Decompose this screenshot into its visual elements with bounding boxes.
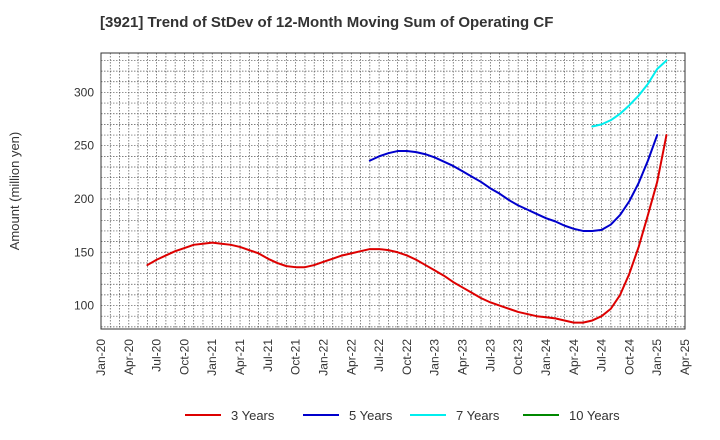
legend-item-10-years: 10 Years <box>523 404 620 426</box>
x-tick-label: Apr-24 <box>567 339 581 375</box>
x-tick-label: Jan-22 <box>316 339 330 376</box>
series-line-5-years <box>368 134 659 232</box>
y-tick-label: 300 <box>74 85 94 99</box>
legend-swatch <box>410 414 446 416</box>
x-tick-label: Apr-22 <box>344 339 358 375</box>
x-tick-label: Jan-21 <box>205 339 219 376</box>
legend-label: 3 Years <box>231 407 275 423</box>
x-tick-label: Jul-23 <box>483 339 497 372</box>
x-tick-label: Jul-21 <box>261 339 275 372</box>
x-tick-label: Jan-23 <box>428 339 442 376</box>
grid-lines <box>101 53 685 329</box>
plot-background <box>101 53 685 329</box>
x-tick-label: Apr-25 <box>678 339 692 375</box>
y-tick-label: 200 <box>74 192 94 206</box>
x-tick-label: Oct-24 <box>622 339 636 375</box>
x-tick-label: Jul-22 <box>372 339 386 372</box>
x-tick-label: Jul-24 <box>595 339 609 372</box>
series-line-3-years <box>146 134 668 324</box>
x-tick-label: Oct-20 <box>177 339 191 375</box>
legend-item-5-years: 5 Years <box>303 404 392 426</box>
series-line-7-years <box>591 59 668 128</box>
x-tick-label: Jan-25 <box>650 339 664 376</box>
chart-title: [3921] Trend of StDev of 12-Month Moving… <box>100 14 554 31</box>
series-lines <box>146 59 668 324</box>
x-tick-label: Apr-20 <box>122 339 136 375</box>
legend-swatch <box>185 414 221 416</box>
x-tick-label: Jan-20 <box>94 339 108 376</box>
x-tick-label: Apr-21 <box>233 339 247 375</box>
y-tick-label: 250 <box>74 139 94 153</box>
legend-label: 7 Years <box>456 407 500 423</box>
y-tick-label: 100 <box>74 299 94 313</box>
legend-swatch <box>303 414 339 416</box>
y-axis-title: Amount (million yen) <box>7 132 22 251</box>
legend-label: 10 Years <box>569 407 620 423</box>
x-tick-label: Jul-20 <box>150 339 164 372</box>
y-tick-label: 150 <box>74 245 94 259</box>
legend-label: 5 Years <box>349 407 393 423</box>
tick-labels: Jan-20 Apr-20 Jul-20 Oct-20 Jan-21 Apr-21 Jul-… <box>74 85 692 375</box>
x-tick-label: Oct-22 <box>400 339 414 375</box>
plot-border <box>100 52 686 330</box>
x-tick-label: Oct-21 <box>289 339 303 375</box>
x-tick-label: Jan-24 <box>539 339 553 376</box>
legend: 3 Years 5 Years 7 Years 10 Years <box>0 404 720 426</box>
x-tick-label: Oct-23 <box>511 339 525 375</box>
legend-item-3-years: 3 Years <box>185 404 274 426</box>
legend-swatch <box>523 414 559 416</box>
legend-item-7-years: 7 Years <box>410 404 499 426</box>
x-tick-label: Apr-23 <box>456 339 470 375</box>
